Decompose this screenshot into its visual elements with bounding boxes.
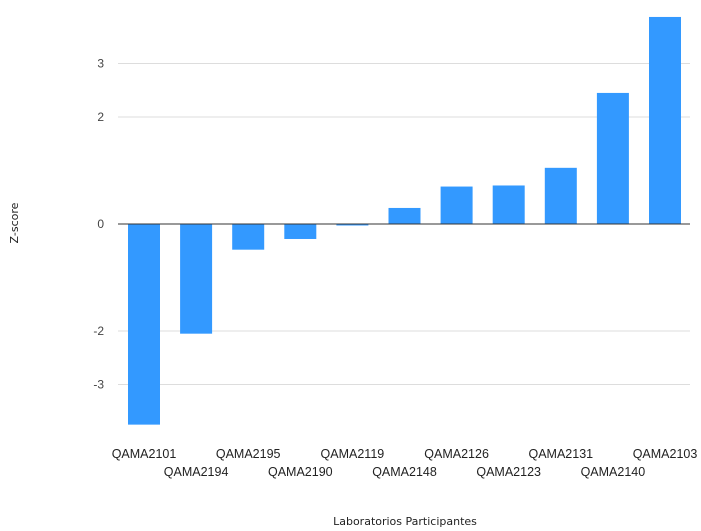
y-tick-label: 2 [97,110,104,124]
y-axis-ticks: -3 -2 0 2 3 [93,57,104,392]
bar-qama2103 [649,16,681,224]
bar-qama2148 [388,207,421,224]
bar-qama2119 [336,224,369,226]
x-axis-title: Laboratorios Participantes [333,515,477,528]
x-category-label: QAMA2148 [372,465,437,479]
bar-qama2126 [440,186,473,224]
x-category-label: QAMA2140 [581,465,646,479]
x-category-label: QAMA2190 [268,465,333,479]
y-tick-label: 0 [97,217,104,231]
bar-qama2190 [284,224,317,239]
x-category-label: QAMA2195 [216,447,281,461]
x-category-label: QAMA2119 [321,447,385,461]
x-axis-category-labels: QAMA2101 QAMA2194 QAMA2195 QAMA2190 QAMA2119… [112,447,698,479]
bar-qama2194 [180,224,213,334]
bars [128,16,681,425]
y-tick-label: -3 [93,378,104,392]
x-category-label: QAMA2103 [633,447,698,461]
y-axis-title: Z-score [8,202,21,243]
bar-qama2123 [492,185,525,224]
y-tick-label: -2 [93,324,104,338]
bar-qama2140 [596,92,629,224]
bar-qama2131 [544,167,577,224]
gridlines [118,63,690,385]
bar-qama2195 [232,224,265,250]
x-category-label: QAMA2101 [112,447,177,461]
x-category-label: QAMA2123 [476,465,541,479]
x-category-label: QAMA2194 [164,465,229,479]
bar-qama2101 [128,224,160,425]
x-category-label: QAMA2126 [424,447,489,461]
y-tick-label: 3 [97,57,104,71]
x-category-label: QAMA2131 [528,447,593,461]
